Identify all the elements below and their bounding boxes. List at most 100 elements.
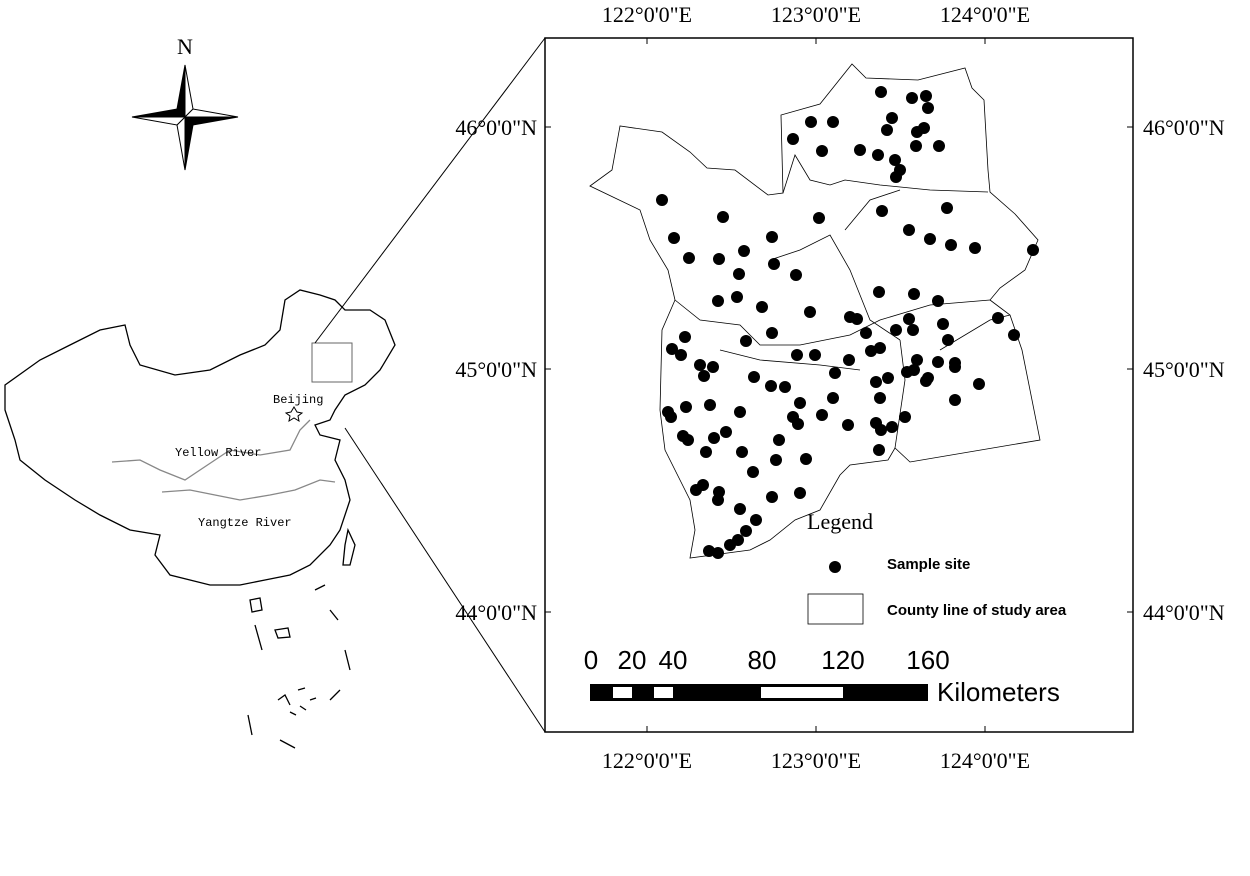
- river-label: Yangtze River: [198, 516, 292, 530]
- sample-site: [733, 268, 745, 280]
- sample-site: [712, 547, 724, 559]
- sample-site: [773, 434, 785, 446]
- sample-site: [766, 231, 778, 243]
- legend-label: County line of study area: [887, 602, 1067, 619]
- sample-site: [804, 306, 816, 318]
- sample-site: [700, 446, 712, 458]
- sample-site: [827, 116, 839, 128]
- sample-site: [827, 392, 839, 404]
- sample-site: [656, 194, 668, 206]
- sample-site: [843, 354, 855, 366]
- sample-site: [809, 349, 821, 361]
- sample-site: [740, 525, 752, 537]
- sample-site: [724, 539, 736, 551]
- sample-site: [1008, 329, 1020, 341]
- sample-site: [698, 370, 710, 382]
- north-label: N: [177, 34, 193, 59]
- sample-site: [740, 335, 752, 347]
- scale-tick-label: 80: [748, 645, 777, 675]
- sample-site: [787, 133, 799, 145]
- sample-site: [750, 514, 762, 526]
- left-tick-label: 46°0'0"N: [455, 115, 537, 140]
- river-label: Yellow River: [175, 446, 261, 460]
- sample-site: [792, 418, 804, 430]
- sample-site: [697, 479, 709, 491]
- sample-site: [779, 381, 791, 393]
- sample-site: [874, 342, 886, 354]
- sample-site: [854, 144, 866, 156]
- sample-site: [908, 288, 920, 300]
- sample-site: [712, 295, 724, 307]
- sample-site: [794, 487, 806, 499]
- right-tick-label: 44°0'0"N: [1143, 600, 1225, 625]
- sample-site: [707, 361, 719, 373]
- city-label: Beijing: [273, 393, 323, 407]
- sample-site: [932, 356, 944, 368]
- scale-tick-label: 40: [659, 645, 688, 675]
- legend-label: Sample site: [887, 556, 970, 573]
- bottom-tick-label: 123°0'0"E: [771, 748, 861, 773]
- connector-line: [314, 37, 546, 344]
- sample-site: [875, 424, 887, 436]
- sample-site: [694, 359, 706, 371]
- sample-site: [765, 380, 777, 392]
- sample-site: [734, 503, 746, 515]
- right-tick-label: 45°0'0"N: [1143, 357, 1225, 382]
- sample-site: [675, 349, 687, 361]
- sample-site: [794, 397, 806, 409]
- top-tick-label: 123°0'0"E: [771, 2, 861, 27]
- legend-symbol: [807, 593, 864, 625]
- sample-site: [738, 245, 750, 257]
- sample-site: [945, 239, 957, 251]
- sample-site: [949, 361, 961, 373]
- sample-site: [790, 269, 802, 281]
- sample-site: [973, 378, 985, 390]
- sample-site: [992, 312, 1004, 324]
- sample-site: [910, 140, 922, 152]
- bottom-tick-label: 122°0'0"E: [602, 748, 692, 773]
- sample-site: [881, 124, 893, 136]
- sample-site: [890, 171, 902, 183]
- sample-site: [731, 291, 743, 303]
- sample-site: [736, 446, 748, 458]
- connector-line: [344, 427, 546, 733]
- sample-site: [906, 92, 918, 104]
- sample-site: [924, 233, 936, 245]
- sample-site: [901, 366, 913, 378]
- sample-site: [703, 545, 715, 557]
- sample-site: [872, 149, 884, 161]
- sample-site: [874, 392, 886, 404]
- sample-site: [889, 154, 901, 166]
- sample-sites: [656, 86, 1039, 559]
- sample-site: [1027, 244, 1039, 256]
- sample-site: [717, 211, 729, 223]
- sample-site: [816, 145, 828, 157]
- sample-site: [766, 327, 778, 339]
- sample-site: [683, 252, 695, 264]
- left-tick-label: 44°0'0"N: [455, 600, 537, 625]
- sample-site: [770, 454, 782, 466]
- sample-site: [805, 116, 817, 128]
- sample-site: [791, 349, 803, 361]
- sample-site: [851, 313, 863, 325]
- sample-site: [920, 375, 932, 387]
- sample-site: [875, 86, 887, 98]
- sample-site: [816, 409, 828, 421]
- sample-site: [748, 371, 760, 383]
- scale-unit: Kilometers: [937, 677, 1060, 707]
- study-area: [589, 63, 1041, 559]
- sample-site: [712, 494, 724, 506]
- sample-site: [679, 331, 691, 343]
- sample-site: [933, 140, 945, 152]
- sample-site: [920, 90, 932, 102]
- legend-symbol: [829, 561, 841, 573]
- scale-tick-label: 20: [618, 645, 647, 675]
- sample-site: [937, 318, 949, 330]
- sample-site: [720, 426, 732, 438]
- sample-site: [756, 301, 768, 313]
- sample-site: [903, 224, 915, 236]
- sample-site: [942, 334, 954, 346]
- sample-site: [907, 324, 919, 336]
- bottom-tick-label: 124°0'0"E: [940, 748, 1030, 773]
